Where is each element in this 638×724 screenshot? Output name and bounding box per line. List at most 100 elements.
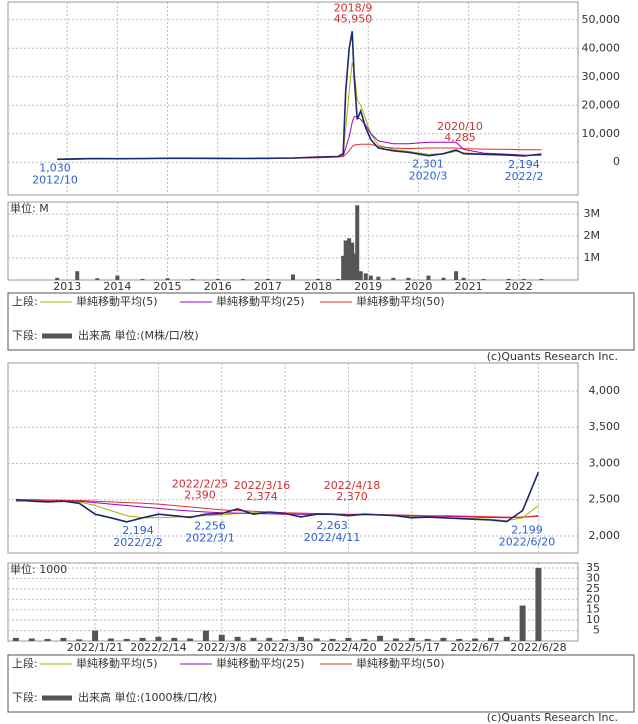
y2-tick-label: 5 <box>593 624 600 637</box>
annotation-value: 1,030 <box>39 161 71 174</box>
volume-bar <box>250 637 257 641</box>
annotation-date: 2018/9 <box>334 1 373 14</box>
volume-bar <box>297 636 304 641</box>
legend-row-label: 下段: <box>12 690 38 704</box>
volume-bar <box>377 635 384 641</box>
annotation-value: 2,263 <box>316 519 348 532</box>
moving-average <box>15 499 539 519</box>
volume-bar <box>92 630 99 641</box>
annotation-value: 2,256 <box>194 519 226 532</box>
x-tick-label: 2022 <box>505 280 533 293</box>
legend-label: 単純移動平均(50) <box>356 656 445 670</box>
x-tick-label: 2022/2/14 <box>130 641 186 654</box>
x-tick-label: 2020 <box>404 280 432 293</box>
volume-bar <box>76 639 83 641</box>
volume-bar <box>202 630 209 641</box>
volume-bar <box>155 636 162 641</box>
annotation-date: 2020/3 <box>409 170 448 183</box>
x-tick-label: 2021 <box>455 280 483 293</box>
volume-bar <box>456 638 463 641</box>
volume-bar <box>316 278 321 280</box>
credit: (c)Quants Research Inc. <box>487 350 618 363</box>
volume-bar <box>171 637 178 641</box>
legend-label: 出来高 単位:(1000株/口/枚) <box>78 690 217 704</box>
y-tick-label: 50,000 <box>582 13 621 26</box>
volume-bar <box>336 278 341 280</box>
volume-bar <box>75 271 80 280</box>
x-tick-label: 2022/4/20 <box>320 641 376 654</box>
volume-bar <box>234 636 241 641</box>
legend-row-label: 下段: <box>12 328 38 342</box>
legend-label: 単純移動平均(50) <box>356 294 445 308</box>
volume-bar <box>55 277 60 280</box>
volume-bar <box>140 278 145 280</box>
volume-bar <box>341 255 346 280</box>
annotation-date: 2022/2 <box>505 170 544 183</box>
annotation-date: 2022/3/16 <box>234 479 290 492</box>
legend-label: 単純移動平均(5) <box>76 656 158 670</box>
annotation-value: 2,194 <box>122 524 154 537</box>
y-tick-label: 0 <box>613 155 620 168</box>
x-tick-label: 2019 <box>354 280 382 293</box>
x-tick-label: 2018 <box>304 280 332 293</box>
volume-bar <box>506 278 511 280</box>
volume-bar <box>44 638 51 641</box>
volume-bar <box>368 275 373 280</box>
volume-bar <box>190 278 195 280</box>
annotation-date: 2022/4/11 <box>304 531 360 544</box>
volume-bar <box>521 278 526 280</box>
x-tick-label: 2022/1/21 <box>67 641 123 654</box>
volume-unit: 単位: 1000 <box>10 562 67 576</box>
annotation-value: 2,370 <box>336 490 368 503</box>
y2-tick-label: 25 <box>586 582 600 595</box>
x-tick-label: 2022/6/28 <box>510 641 566 654</box>
x-tick-label: 2017 <box>254 280 282 293</box>
volume-bar <box>406 277 411 280</box>
volume-bar <box>347 238 352 280</box>
annotation-value: 45,950 <box>334 12 373 25</box>
y-tick-label: 10,000 <box>582 127 621 140</box>
annotation-date: 2020/10 <box>437 120 483 133</box>
annotation-date: 2022/2/2 <box>113 536 162 549</box>
volume-bar <box>291 274 295 280</box>
volume-bar <box>392 638 399 641</box>
volume-bar <box>95 278 100 280</box>
y2-tick-label: 15 <box>586 603 600 616</box>
x-tick-label: 2015 <box>154 280 182 293</box>
y2-tick-label: 10 <box>586 613 600 626</box>
annotation-date: 2022/2/25 <box>172 478 228 491</box>
volume-bar <box>519 605 526 641</box>
volume-bar <box>539 278 544 280</box>
annotation-value: 2,194 <box>508 158 540 171</box>
volume-bar <box>329 638 336 641</box>
x-tick-label: 2014 <box>103 280 131 293</box>
volume-bar <box>358 271 363 280</box>
y2-tick-label: 2M <box>584 229 601 242</box>
volume-bar <box>391 277 396 280</box>
volume-bar <box>139 637 146 641</box>
legend-row-label: 上段: <box>12 294 38 308</box>
y-tick-label: 20,000 <box>582 98 621 111</box>
annotation-value: 2,390 <box>184 489 216 502</box>
volume-bar <box>165 278 170 280</box>
annotation-date: 2022/3/1 <box>185 531 234 544</box>
x-tick-label: 2022/6/7 <box>450 641 499 654</box>
volume-bar <box>282 638 289 641</box>
volume-bar <box>408 637 415 641</box>
volume-bar <box>503 636 510 641</box>
volume-bar <box>266 637 273 641</box>
volume-bar <box>481 278 486 280</box>
volume-bar <box>265 278 270 280</box>
volume-bar <box>28 638 35 641</box>
annotation-date: 2012/10 <box>32 173 78 186</box>
annotation-value: 4,285 <box>444 131 476 144</box>
credit: (c)Quants Research Inc. <box>487 711 618 724</box>
volume-bar <box>376 276 381 280</box>
annotation-value: 2,374 <box>246 490 278 503</box>
price-line <box>15 471 540 523</box>
volume-bar <box>472 638 479 641</box>
volume-bar <box>352 253 357 280</box>
legend-row-label: 上段: <box>12 656 38 670</box>
volume-bar <box>60 637 67 641</box>
